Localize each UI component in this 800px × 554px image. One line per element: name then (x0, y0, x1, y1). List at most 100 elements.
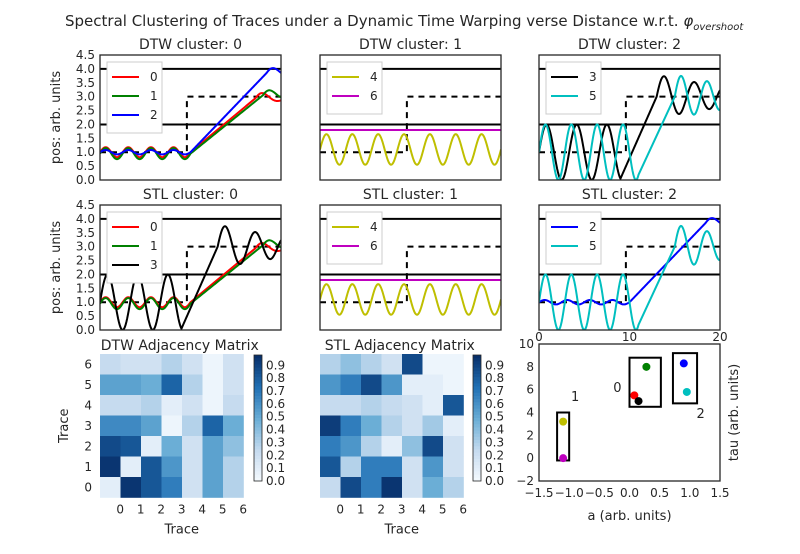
line-panel-5: STL cluster: 2 2 5 (538, 187, 721, 331)
colorbar-segment (254, 430, 262, 435)
colorbar-segment (473, 424, 481, 428)
colorbar-segment (254, 465, 262, 469)
colorbar-tick-label: 0.1 (266, 461, 285, 475)
heatmap-cell (402, 395, 423, 416)
colorbar-segment (254, 449, 262, 454)
colorbar-segment (473, 418, 481, 422)
heatmap-cell (361, 415, 382, 437)
heatmap-cell (223, 374, 244, 396)
heatmap-cell (422, 415, 444, 437)
y-tick-label: 1 (84, 460, 92, 474)
colorbar-tick-label: 0.9 (485, 358, 504, 372)
colorbar-segment (473, 383, 481, 387)
scatter-point (559, 417, 568, 426)
heatmap-cell (320, 477, 341, 498)
colorbar-tick-label: 0.4 (266, 423, 285, 437)
heatmap-cell (161, 354, 183, 375)
x-tick-label: 4 (198, 503, 206, 517)
legend-frame (106, 211, 163, 284)
heatmap-cell (141, 354, 162, 375)
x-tick-label: −1.5 (524, 486, 553, 500)
x-tick-label: 4 (418, 503, 426, 517)
colorbar-segment (473, 462, 481, 466)
heatmap-cell (120, 436, 142, 457)
line-panel-0: DTW cluster: 00.00.51.01.52.02.53.03.54.… (49, 37, 282, 187)
heatmap-cell (361, 395, 382, 416)
panel-title: DTW cluster: 2 (578, 37, 681, 53)
heatmap-cell (422, 354, 444, 375)
y-tick-label: 4.0 (76, 212, 95, 226)
heatmap-cell (381, 395, 403, 416)
heatmap-cell (422, 436, 444, 457)
colorbar-segment (473, 449, 481, 454)
heatmap-cell (161, 374, 183, 396)
legend-entry: 2 (150, 108, 158, 122)
y-tick-label: 0.0 (76, 173, 95, 187)
x-tick-label: 1.5 (710, 486, 729, 500)
colorbar-segment (473, 373, 481, 378)
heatmap-cell (141, 456, 162, 478)
colorbar-segment (254, 414, 262, 419)
heatmap-cell (100, 415, 121, 437)
panel-title: DTW cluster: 0 (139, 37, 242, 53)
colorbar-segment (473, 380, 481, 384)
y-tick-label: 0 (84, 480, 92, 494)
heatmap-cell (361, 374, 382, 396)
colorbar-segment (254, 411, 262, 416)
legend-entry: 4 (370, 220, 378, 234)
heatmap-cell (381, 374, 403, 396)
colorbar-segment (473, 367, 481, 372)
colorbar-segment (473, 411, 481, 416)
scatter-point (682, 387, 691, 396)
colorbar-segment (473, 370, 481, 375)
colorbar-tick-label: 0.6 (266, 397, 285, 411)
colorbar-segment (473, 446, 481, 450)
colorbar-tick-label: 0.6 (485, 397, 504, 411)
heatmap-cell (202, 456, 224, 478)
heatmap-cell (320, 436, 341, 457)
y-tick-label: 2 (84, 439, 92, 453)
heatmap-cell (422, 395, 444, 416)
line-panel-4: STL cluster: 1 4 6 (319, 187, 502, 331)
y-tick-label: 3.0 (76, 240, 95, 254)
heatmap-cell (223, 415, 244, 437)
colorbar-segment (473, 377, 481, 381)
heatmap-title: STL Adjacency Matrix (325, 338, 475, 354)
colorbar-segment (254, 408, 262, 413)
y-tick-label: 1.5 (76, 131, 95, 145)
figure-title-text: Spectral Clustering of Traces under a Dy… (65, 12, 683, 30)
y-tick-label: 2.0 (76, 117, 95, 131)
series-line-2 (100, 67, 281, 156)
heatmap-cell (320, 354, 341, 375)
panel-title: STL cluster: 1 (363, 187, 458, 203)
x-tick-label: 6 (239, 503, 247, 517)
line-panel-3: STL cluster: 00.00.51.01.52.02.53.03.54.… (49, 187, 282, 337)
panel-frame (538, 54, 721, 181)
colorbar-segment (254, 386, 262, 391)
y-tick-label: 6 (526, 383, 534, 397)
heatmap-cell (422, 477, 444, 498)
y-tick-label: 3.0 (76, 90, 95, 104)
heatmap-cell (100, 395, 121, 416)
heatmap-cell (402, 436, 423, 457)
y-tick-label: 1.5 (76, 281, 95, 295)
panel-title: STL cluster: 2 (582, 187, 677, 203)
colorbar-segment (473, 430, 481, 435)
heatmap-cell (381, 436, 403, 457)
heatmap-cell (443, 374, 464, 396)
heatmap-cell (422, 456, 444, 478)
legend-frame (326, 61, 383, 115)
y-tick-label: 0 (526, 451, 534, 465)
colorbar-segment (473, 427, 481, 432)
colorbar-segment (254, 405, 262, 410)
x-tick-label: 2 (157, 503, 165, 517)
y-tick-label: −2 (516, 474, 534, 488)
heatmap-cell (443, 436, 464, 457)
heatmap-cell (202, 354, 224, 375)
heatmap-cell (381, 415, 403, 437)
cluster-box (628, 356, 662, 408)
y-tick-label: 2.5 (76, 104, 95, 118)
colorbar-segment (473, 436, 481, 441)
